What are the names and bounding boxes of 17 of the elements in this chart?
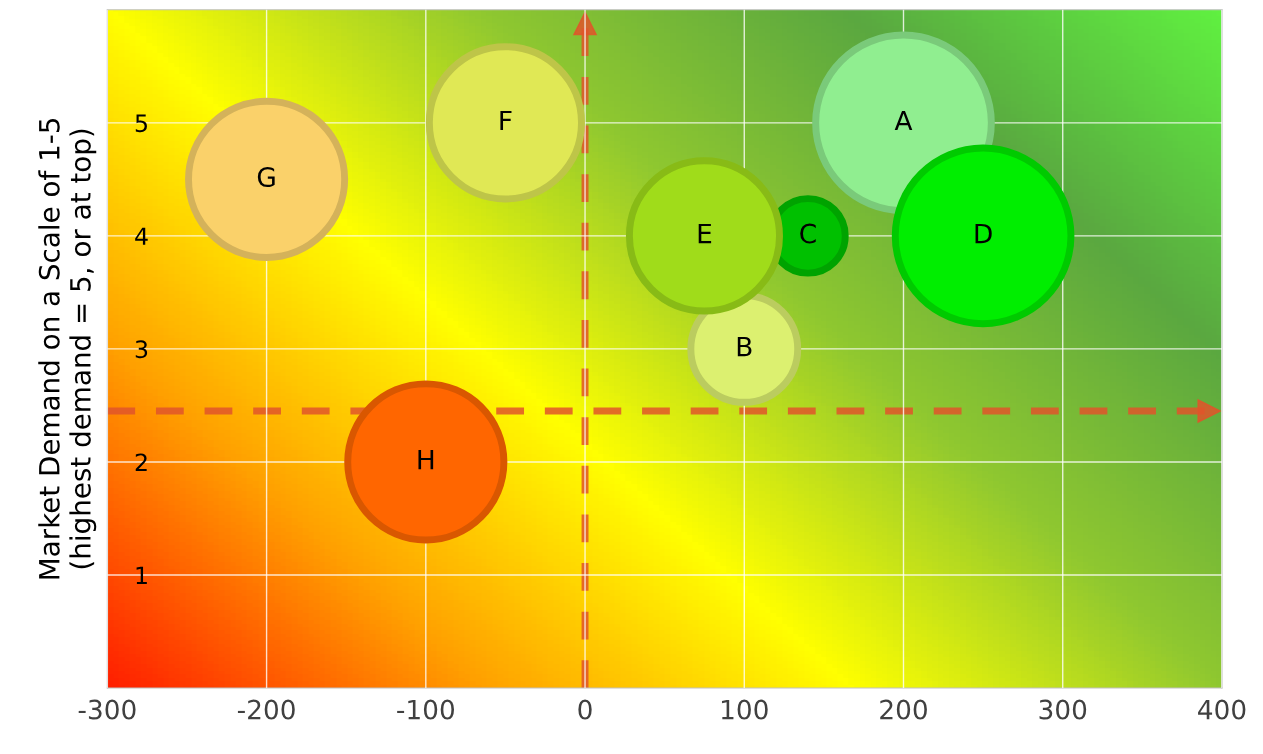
series-label: A [894, 110, 913, 131]
series-label: C [800, 223, 816, 244]
series-label: F [500, 110, 512, 131]
x-tick-label: 0 [578, 699, 592, 720]
x-tick-label: 300 [1039, 699, 1087, 720]
series-label: H [418, 449, 434, 470]
x-tick-label: 400 [1198, 699, 1246, 720]
series-label: G [257, 167, 275, 188]
series-label: B [737, 336, 752, 357]
y-axis-title: Market Demand on a Scale of 1-5 (highest demand = 5, or at top) [38, 118, 97, 579]
x-tick-label: -100 [397, 699, 454, 720]
x-tick-label: 100 [721, 699, 768, 720]
x-tick-label: -300 [78, 699, 136, 720]
series-label: E [698, 223, 712, 244]
x-tick-label: -200 [237, 699, 295, 720]
series-label: D [975, 223, 992, 244]
x-tick-label: 200 [880, 699, 927, 720]
